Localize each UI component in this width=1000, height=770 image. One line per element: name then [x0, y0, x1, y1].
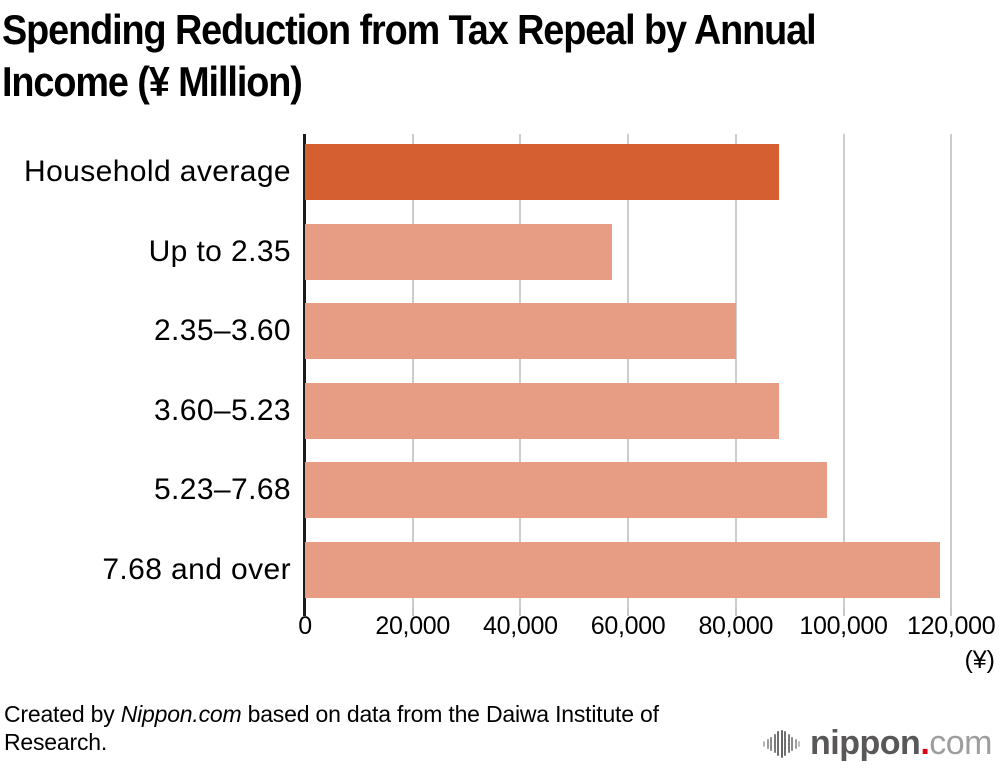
soundwave-bar [791, 736, 794, 751]
axis-tick [411, 608, 414, 616]
category-label: 2.35–3.60 [153, 314, 291, 347]
soundwave-bar [787, 734, 790, 753]
soundwave-bar [763, 740, 766, 747]
credit-suffix: based on data from the Daiwa Institute o… [4, 701, 659, 755]
soundwave-bar [798, 740, 801, 747]
axis-tick [734, 608, 737, 616]
soundwave-bar [773, 734, 776, 753]
gridline [519, 134, 522, 608]
nippon-com-wordmark: nippon.com [810, 724, 992, 763]
soundwave-bar [784, 731, 787, 756]
soundwave-bar [794, 738, 797, 749]
category-label: 7.68 and over [102, 552, 291, 586]
category-label: 5.23–7.68 [153, 473, 291, 506]
credit-prefix: Created by [4, 701, 121, 727]
axis-tick [519, 608, 522, 616]
bar-7.68-and-over [305, 541, 941, 598]
gridline [950, 134, 953, 608]
x-axis-tick-label: 120,000 [907, 612, 996, 640]
soundwave-bar [780, 729, 783, 758]
x-axis-tick-label: 40,000 [483, 612, 558, 640]
chart-title-line2: Income (¥ Million) [2, 58, 303, 105]
soundwave-icon [763, 729, 801, 759]
x-axis-tick-label: 80,000 [698, 612, 774, 640]
nippon-com-logo: nippon.com [763, 724, 992, 763]
axis-tick [627, 608, 630, 616]
logo-brand-text: nippon [810, 724, 921, 762]
gridline [411, 134, 414, 608]
bar-3.60-5.23 [305, 382, 779, 439]
x-axis-tick-label: 0 [298, 612, 312, 640]
logo-tld-text: com [929, 724, 992, 762]
bar-2.35-3.60 [305, 303, 736, 359]
bar-household-average [305, 144, 779, 200]
bar-up-to-2.35 [305, 223, 612, 280]
category-label: Up to 2.35 [148, 234, 291, 268]
y-axis-line [303, 134, 306, 616]
bar-5.23-7.68 [305, 462, 828, 518]
logo-red-dot: . [920, 724, 930, 762]
gridline [627, 134, 630, 608]
chart-title-line1: Spending Reduction from Tax Repeal by An… [2, 6, 817, 53]
x-axis-tick-label: 100,000 [799, 612, 888, 640]
soundwave-bar [766, 738, 769, 749]
axis-tick [842, 608, 845, 616]
axis-unit-label: (¥) [964, 646, 995, 674]
axis-tick [950, 608, 953, 616]
soundwave-bar [770, 736, 773, 751]
gridline [734, 134, 737, 608]
x-axis-tick-label: 60,000 [590, 612, 666, 640]
credit-text: Created by Nippon.com based on data from… [4, 700, 719, 756]
gridline [842, 134, 845, 608]
chart-title: Spending Reduction from Tax Repeal by An… [2, 4, 906, 108]
credit-source-name: Nippon.com [120, 701, 242, 727]
x-axis-tick-label: 20,000 [375, 612, 451, 640]
category-label: 3.60–5.23 [153, 393, 291, 427]
soundwave-bar [777, 731, 780, 756]
category-label: Household average [24, 155, 291, 188]
